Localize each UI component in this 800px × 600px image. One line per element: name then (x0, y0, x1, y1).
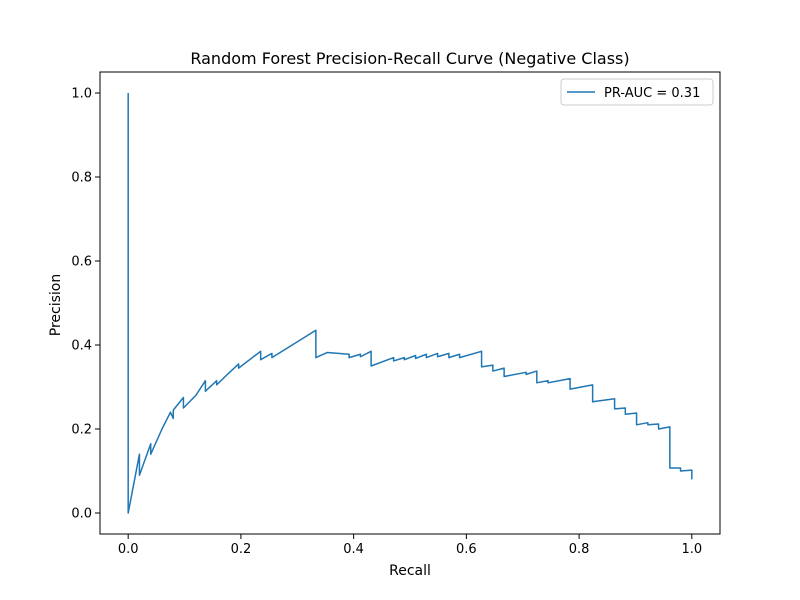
y-tick-label: 0.4 (71, 339, 92, 354)
x-tick-label: 0.4 (343, 542, 364, 557)
legend-label: PR-AUC = 0.31 (604, 86, 700, 101)
y-tick-label: 0.2 (71, 423, 92, 438)
pr-curve-line (127, 93, 693, 514)
x-axis-label: Recall (389, 563, 431, 579)
plot-area-frame (99, 71, 721, 535)
y-tick-label: 0.0 (71, 507, 92, 522)
y-axis-label: Precision (48, 274, 64, 336)
legend-frame (560, 78, 714, 106)
y-tick-label: 0.8 (71, 171, 92, 186)
x-tick-label: 0.0 (118, 542, 139, 557)
legend: PR-AUC = 0.31 (560, 78, 714, 106)
x-tick-label: 0.2 (231, 542, 252, 557)
y-tick-label: 1.0 (71, 87, 92, 102)
y-tick-label: 0.6 (71, 255, 92, 270)
y-axis-ticks: 0.0 0.2 0.4 0.6 0.8 1.0 (71, 87, 100, 522)
x-tick-label: 0.6 (456, 542, 477, 557)
x-axis-ticks: 0.0 0.2 0.4 0.6 0.8 1.0 (118, 534, 702, 557)
x-tick-label: 0.8 (569, 542, 590, 557)
chart-title: Random Forest Precision-Recall Curve (Ne… (190, 49, 629, 68)
x-tick-label: 1.0 (681, 542, 702, 557)
